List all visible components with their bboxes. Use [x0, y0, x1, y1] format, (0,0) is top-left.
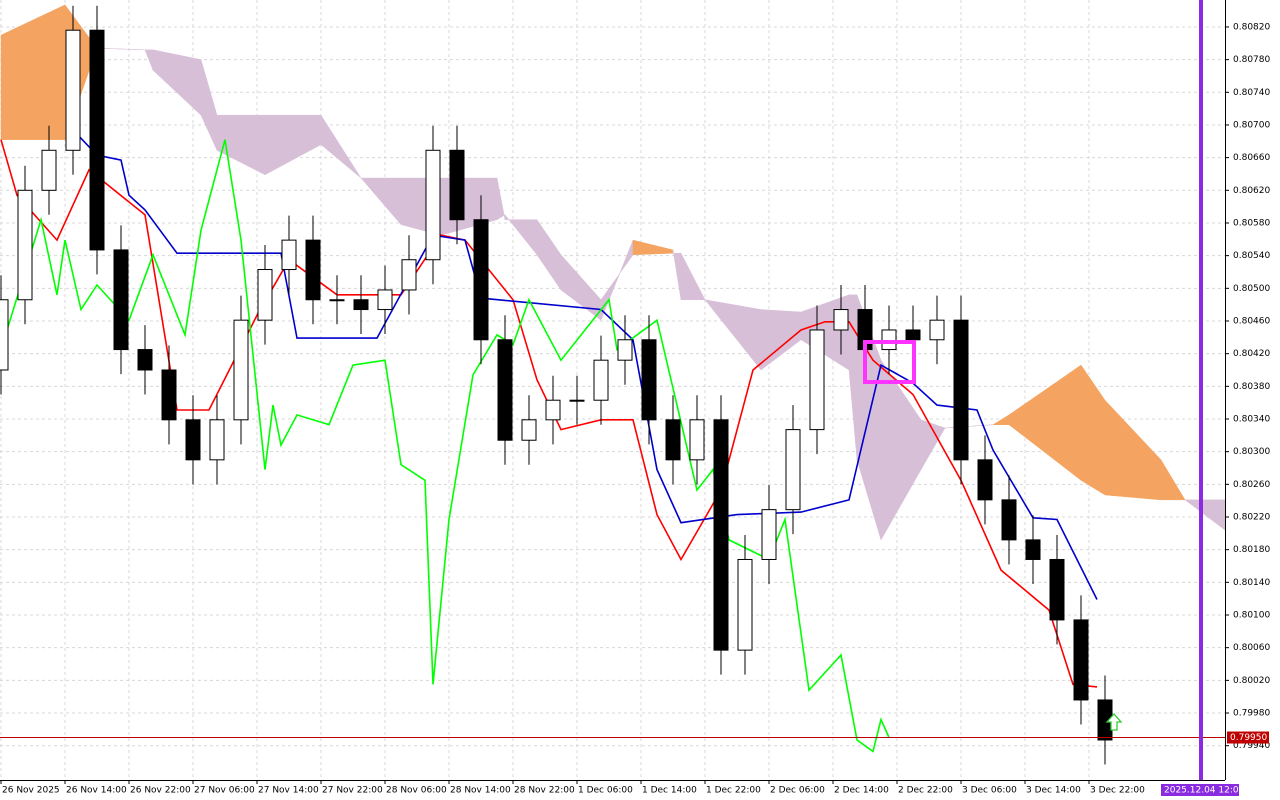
cloud-segment: [1160, 458, 1186, 501]
x-tick-label: 2 Dec 06:00: [770, 786, 825, 796]
price-label-bg: [1227, 731, 1269, 744]
candle-body: [905, 329, 921, 341]
candle-body: [161, 369, 177, 421]
x-tick-label: 1 Dec 14:00: [642, 786, 697, 796]
candle-body: [449, 149, 465, 221]
y-tick-label: 0.80380: [1233, 382, 1270, 392]
x-tick-label: 1 Dec 22:00: [706, 786, 761, 796]
y-tick-label: 0.80820: [1233, 22, 1270, 32]
time-label: 2025.12.04 12:00: [1164, 786, 1245, 796]
candle-body: [569, 399, 585, 402]
x-tick-label: 28 Nov 14:00: [450, 786, 511, 796]
candle-body: [593, 359, 609, 401]
candle-body: [377, 289, 393, 311]
candle-body: [1049, 558, 1065, 621]
y-tick-label: 0.80300: [1233, 447, 1270, 457]
y-tick-label: 0.80220: [1233, 513, 1270, 523]
x-tick-label: 28 Nov 06:00: [386, 786, 447, 796]
candle-body: [233, 319, 249, 421]
candle-body: [257, 269, 273, 321]
y-tick-label: 0.80660: [1233, 153, 1270, 163]
candle-body: [929, 319, 945, 341]
y-tick-label: 0.80180: [1233, 545, 1270, 555]
y-tick-label: 0.80420: [1233, 349, 1270, 359]
candle-body: [113, 249, 129, 351]
cloud-segment: [920, 419, 946, 471]
candle-body: [17, 189, 33, 301]
price-label: 0.79950: [1230, 733, 1267, 743]
candle-body: [353, 299, 369, 311]
x-tick-label: 26 Nov 14:00: [66, 786, 127, 796]
candle-body: [305, 239, 321, 301]
x-tick-label: 26 Nov 22:00: [130, 786, 191, 796]
x-tick-label: 27 Nov 14:00: [258, 786, 319, 796]
candle-body: [185, 419, 201, 461]
x-tick-label: 27 Nov 06:00: [194, 786, 255, 796]
candle-body: [641, 339, 657, 421]
candle-body: [1073, 619, 1089, 701]
x-tick-label: 28 Nov 22:00: [514, 786, 575, 796]
y-tick-label: 0.80460: [1233, 316, 1270, 326]
y-tick-label: 0.79980: [1233, 709, 1270, 719]
candle-body: [65, 29, 81, 151]
candle-body: [809, 329, 825, 431]
y-tick-label: 0.80100: [1233, 611, 1270, 621]
x-tick-label: 3 Dec 06:00: [962, 786, 1017, 796]
candle-body: [953, 319, 969, 461]
y-tick-label: 0.80740: [1233, 88, 1270, 98]
candle-body: [761, 509, 777, 560]
x-tick-label: 2 Dec 22:00: [898, 786, 953, 796]
y-tick-label: 0.80620: [1233, 186, 1270, 196]
cloud-segment: [320, 114, 362, 179]
y-tick-label: 0.80260: [1233, 480, 1270, 490]
candle-body: [737, 558, 753, 651]
candle-body: [425, 149, 441, 261]
y-tick-label: 0.80340: [1233, 414, 1270, 424]
y-tick-label: 0.80580: [1233, 218, 1270, 228]
candle-body: [41, 149, 57, 191]
x-tick-label: 1 Dec 06:00: [578, 786, 633, 796]
candle-body: [473, 219, 489, 341]
y-tick-label: 0.80060: [1233, 643, 1270, 653]
candle-body: [881, 329, 897, 351]
cloud-segment: [680, 253, 706, 300]
y-tick-label: 0.79940: [1233, 741, 1270, 751]
time-label-bg: [1161, 784, 1239, 796]
candle-body: [137, 349, 153, 371]
y-tick-label: 0.80780: [1233, 55, 1270, 65]
highlight-box: [863, 340, 916, 384]
candle-body: [1001, 499, 1017, 541]
y-tick-label: 0.80540: [1233, 251, 1270, 261]
candle-body: [545, 399, 561, 421]
candle-body: [713, 419, 729, 651]
y-tick-label: 0.80500: [1233, 284, 1270, 294]
candle-body: [665, 419, 681, 461]
candle-body: [401, 259, 417, 291]
x-tick-label: 26 Nov 2025: [2, 786, 60, 796]
x-tick-label: 3 Dec 22:00: [1090, 786, 1145, 796]
indicator-line: [0, 139, 1098, 688]
y-tick-label: 0.80020: [1233, 676, 1270, 686]
x-tick-label: 27 Nov 22:00: [322, 786, 383, 796]
buy-arrow: [1105, 713, 1123, 731]
candle-body: [689, 419, 705, 461]
y-tick-label: 0.80140: [1233, 578, 1270, 588]
candle-body: [89, 29, 105, 251]
candle-body: [785, 429, 801, 511]
candle-body: [0, 299, 9, 371]
candle-body: [497, 339, 513, 441]
candle-body: [1025, 539, 1041, 560]
candle-body: [977, 459, 993, 501]
candle-body: [281, 239, 297, 271]
candle-body: [617, 339, 633, 361]
y-tick-label: 0.80700: [1233, 120, 1270, 130]
x-tick-label: 2 Dec 14:00: [834, 786, 889, 796]
x-tick-label: 3 Dec 14:00: [1026, 786, 1081, 796]
candle-body: [833, 309, 849, 331]
candle-body: [209, 419, 225, 461]
candle-body: [329, 299, 345, 302]
candle-body: [521, 419, 537, 441]
